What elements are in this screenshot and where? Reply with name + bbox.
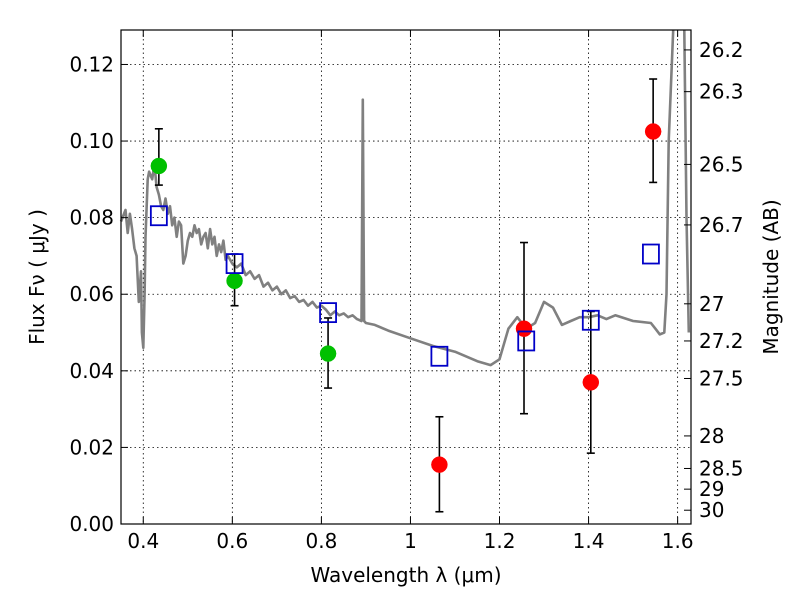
y-axis-left-label: Flux Fν ( μJy ): [25, 209, 49, 345]
y-tick-label: 0.04: [69, 359, 114, 383]
magnitude-tick-label: 26.5: [699, 152, 744, 176]
x-tick-label: 1: [404, 529, 417, 553]
plot-frame: [120, 29, 692, 525]
magnitude-tick-label: 27.5: [699, 366, 744, 390]
magnitude-tick-label: 26.7: [699, 213, 744, 237]
error-bars: [154, 78, 658, 513]
x-tick-label: 0.6: [216, 529, 248, 553]
flux-point: [150, 157, 168, 175]
error-bar: [154, 128, 163, 186]
model-flux-square: [319, 302, 337, 324]
flux-point: [582, 374, 600, 391]
flux-point: [431, 456, 448, 473]
x-tick-label: 0.4: [127, 529, 159, 553]
x-tick-label: 1.2: [484, 529, 516, 553]
y-tick-label: 0.02: [69, 435, 114, 459]
y-tick-label: 0.00: [69, 512, 114, 536]
magnitude-tick-label: 26.3: [699, 80, 744, 104]
y-tick-label: 0.06: [69, 282, 114, 306]
y-tick-label: 0.08: [69, 206, 114, 230]
grid: [121, 30, 691, 524]
magnitude-tick-label: 27.2: [699, 329, 744, 353]
model-flux-square: [225, 253, 244, 274]
model-flux-square: [430, 345, 449, 367]
flux-point: [515, 320, 533, 337]
flux-point: [644, 123, 662, 140]
magnitude-tick-label: 26.2: [699, 38, 744, 62]
magnitude-tick-label: 30: [699, 498, 724, 522]
model-flux-square: [642, 243, 660, 265]
model-spectrum: [119, 29, 691, 367]
magnitude-tick-label: 28.5: [699, 456, 744, 480]
model-flux-square: [581, 309, 600, 331]
y-tick-label: 0.12: [69, 52, 114, 76]
data-points: [149, 123, 662, 473]
flux-point: [226, 272, 243, 290]
x-tick-label: 0.8: [305, 529, 337, 553]
x-tick-label: 1.4: [573, 529, 605, 553]
axis-ticks: 0.4 0.6 0.8 1 1.2 1.4 1.6 0.00 0.02 0.04 0.06 0.08 0…: [69, 30, 744, 553]
magnitude-tick-label: 29: [699, 477, 724, 501]
magnitude-tick-label: 28: [699, 424, 724, 448]
model-flux-square: [149, 205, 168, 227]
magnitude-tick-label: 27: [699, 292, 724, 316]
flux-point: [319, 345, 337, 362]
x-tick-label: 1.6: [662, 529, 694, 553]
y-tick-label: 0.10: [69, 129, 114, 153]
spectrum-line: [683, 29, 691, 333]
y-axis-right-label: Magnitude (AB): [759, 199, 783, 354]
x-axis-label: Wavelength λ (μm): [310, 563, 501, 587]
model-flux-square: [517, 330, 536, 352]
